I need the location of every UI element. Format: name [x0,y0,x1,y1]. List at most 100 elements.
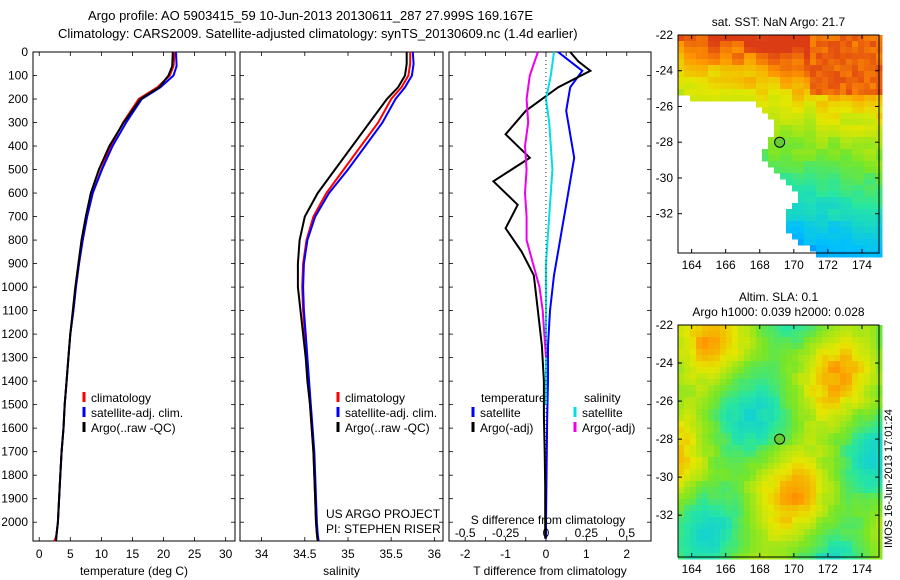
map-cell [816,41,823,48]
map-cell [684,379,691,386]
map-cell [678,379,685,386]
map-cell [864,59,871,66]
map-cell [726,433,733,440]
map-cell [852,77,859,84]
map-cell [684,553,691,560]
map-cell [732,77,739,84]
map-cell [792,385,799,392]
map-cell [798,409,805,416]
map-cell [798,167,805,174]
map-cell [798,367,805,374]
map-cell [792,155,799,162]
map-cell [702,529,709,536]
map-cell [720,415,727,422]
map-cell [702,337,709,344]
map-cell [864,373,871,380]
map-cell [786,463,793,470]
map-cell [768,113,775,120]
map-cell [810,95,817,102]
map-cell [696,529,703,536]
map-cell [768,107,775,114]
map-cell [798,547,805,554]
map-cell [780,427,787,434]
map-cell [846,331,853,338]
map-cell [846,125,853,132]
map-cell [834,517,841,524]
map-cell [738,469,745,476]
map-cell [702,331,709,338]
map-cell [828,95,835,102]
map-cell [690,439,697,446]
map-cell [828,427,835,434]
y-tick-label: 200 [8,92,28,106]
map-cell [804,47,811,54]
map-cell [840,179,847,186]
map-cell [828,35,835,42]
map-cell [774,379,781,386]
map-cell [792,445,799,452]
map-cell [726,427,733,434]
map-cell [816,197,823,204]
map-cell [846,463,853,470]
map-cell [840,71,847,78]
map-cell [720,77,727,84]
map-cell [870,149,877,156]
map-cell [834,53,841,60]
map-cell [804,167,811,174]
map-cell [804,421,811,428]
map-cell [804,125,811,132]
map-cell [798,499,805,506]
map-cell [780,125,787,132]
map-cell [768,529,775,536]
map-cell [720,41,727,48]
map-cell [816,367,823,374]
map-cell [678,529,685,536]
map-cell [822,547,829,554]
map-cell [822,95,829,102]
x-tick-label: -2 [460,547,471,561]
map-cell [744,493,751,500]
map-cell [762,107,769,114]
map-cell [750,547,757,554]
map-cell [822,535,829,542]
map-cell [828,77,835,84]
map-cell [798,535,805,542]
map-cell [864,517,871,524]
map-cell [786,77,793,84]
map-cell [792,469,799,476]
map-cell [780,95,787,102]
map-cell [870,445,877,452]
map-cell [732,547,739,554]
map-cell [852,499,859,506]
map-cell [690,349,697,356]
map-cell [852,119,859,126]
map-cell [834,191,841,198]
map-cell [858,379,865,386]
y-tick-label: 300 [8,116,28,130]
map-cell [798,373,805,380]
map-cell [846,373,853,380]
map-cell [738,65,745,72]
imos-stamp-text: IMOS 16-Jun-2013 17:01:24 [883,409,895,548]
map-cell [810,499,817,506]
map-cell [744,59,751,66]
map-cell [822,427,829,434]
map-cell [798,391,805,398]
map-cell [732,379,739,386]
map-cell [762,415,769,422]
map-cell [804,379,811,386]
map-cell [684,385,691,392]
map-cell [684,499,691,506]
map-cell [870,475,877,482]
map-cell [858,83,865,90]
map-cell [744,361,751,368]
map-cell [798,325,805,332]
map-cell [750,421,757,428]
map-cell [702,553,709,560]
map-cell [690,337,697,344]
map-cell [738,511,745,518]
map-cell [678,457,685,464]
map-cell [846,535,853,542]
map-cell [708,367,715,374]
map-cell [750,77,757,84]
